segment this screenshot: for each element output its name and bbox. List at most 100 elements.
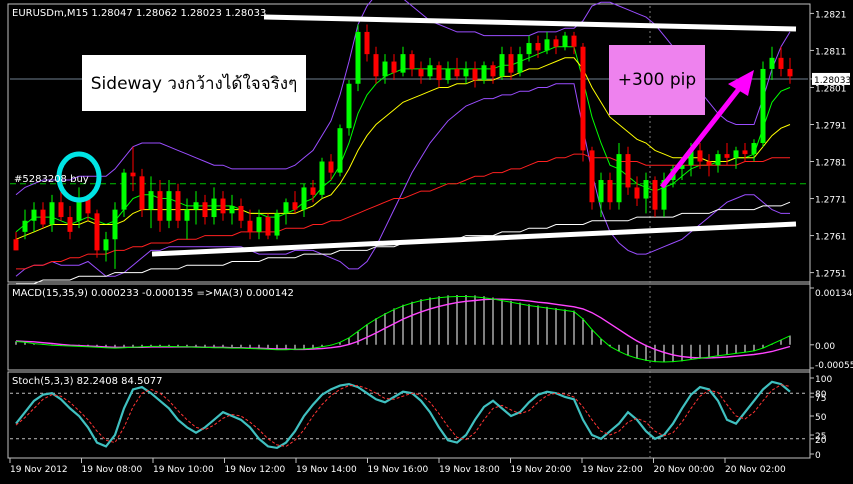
time-tick-label: 19 Nov 20:00 [511, 465, 572, 475]
moving-average-2 [16, 153, 790, 270]
candle-body [472, 68, 478, 81]
time-tick-label: 19 Nov 16:00 [368, 465, 429, 475]
candle-body [202, 202, 208, 218]
pip-gain-annotation-text: +300 pip [617, 70, 697, 90]
candle-body [553, 39, 559, 47]
candle-body [121, 172, 127, 210]
candle-body [292, 202, 298, 210]
candle-body [427, 65, 433, 77]
stoch-tick-label: 25 [815, 432, 826, 442]
candle-body [310, 187, 316, 195]
candle-body [733, 150, 739, 158]
candle-body [211, 198, 217, 218]
candle-body [31, 209, 37, 221]
candle-body [607, 180, 613, 203]
stoch-signal-line [15, 384, 791, 447]
bollinger-lower [15, 83, 790, 277]
candle-body [148, 191, 154, 210]
candle-body [508, 54, 514, 73]
stoch-tick-label: 0 [815, 451, 821, 461]
candle-body [400, 54, 406, 73]
current-price-label: 1.28033 [814, 76, 851, 86]
time-axis: 19 Nov 2012 19 Nov 08:00 19 Nov 10:00 19 No… [9, 458, 786, 475]
stoch-tick-label: 50 [815, 413, 827, 423]
candle-body [13, 239, 19, 251]
candle-body [103, 239, 109, 251]
candle-body [445, 68, 451, 81]
sideway-annotation-box: Sideway วงกว้างได้ใจจริงๆ [82, 55, 306, 111]
candle-body [724, 154, 730, 158]
candle-body [391, 61, 397, 73]
time-tick-label: 20 Nov 00:00 [654, 465, 715, 475]
candle-body [571, 35, 577, 47]
stoch-tick-label: 80 [815, 390, 827, 400]
candle-body [580, 46, 586, 151]
candle-body [157, 191, 163, 221]
time-tick-label: 19 Nov 12:00 [225, 465, 286, 475]
candle-body [283, 202, 289, 214]
candle-body [778, 57, 784, 69]
candle-body [625, 154, 631, 188]
resistance-trendline [263, 14, 797, 32]
candle-body [220, 198, 226, 214]
candle-body [481, 65, 487, 81]
candle-body [562, 35, 568, 47]
macd-pane-title: MACD(15,35,9) 0.000233 -0.000135 =>MA(3)… [12, 288, 294, 299]
stoch-tick-label: 100 [815, 375, 832, 385]
upward-arrow-shaft [660, 83, 744, 189]
candle-body [76, 198, 82, 221]
candle-body [130, 172, 136, 177]
candle-body [85, 198, 91, 214]
candle-body [409, 54, 415, 69]
candle-body [517, 54, 523, 73]
time-tick-label: 19 Nov 14:00 [296, 465, 357, 475]
arrow-head-icon [728, 70, 754, 96]
candle-body [769, 57, 775, 69]
candle-body [751, 143, 757, 155]
candle-body [526, 43, 532, 55]
price-tick-label: 1.2771 [815, 196, 847, 206]
candle-body [661, 180, 667, 210]
candle-body [616, 154, 622, 203]
candle-body [67, 217, 73, 232]
candle-body [112, 209, 118, 240]
time-tick-label: 19 Nov 18:00 [439, 465, 500, 475]
candle-body [706, 161, 712, 166]
candle-body [49, 202, 55, 225]
price-tick-label: 1.2781 [815, 159, 847, 169]
candle-body [715, 154, 721, 166]
price-pane-title: EURUSDm,M15 1.28047 1.28062 1.28023 1.28… [12, 8, 266, 19]
price-tick-label: 1.2801 [815, 84, 847, 94]
macd-main-line [15, 296, 791, 363]
candle-body [139, 176, 145, 210]
candle-body [679, 165, 685, 169]
candle-body [175, 191, 181, 221]
candle-body [598, 180, 604, 203]
candle-body [40, 209, 46, 225]
stoch-pane-title: Stoch(5,3,3) 82.2408 84.5077 [12, 376, 163, 387]
pip-gain-annotation-box: +300 pip [609, 45, 705, 115]
price-tick-label: 1.2751 [815, 270, 847, 280]
candle-body [697, 150, 703, 162]
candle-body [319, 161, 325, 195]
price-tick-label: 1.2821 [815, 10, 847, 20]
candle-body [346, 83, 352, 129]
bollinger-upper [15, 0, 791, 196]
candle-body [652, 180, 658, 210]
order-label: #5283208 buy [14, 174, 89, 185]
candle-body [634, 187, 640, 199]
candle-body [301, 187, 307, 210]
macd-tick-label: 0.00 [815, 342, 835, 352]
macd-tick-label: 0.001346 [815, 289, 853, 299]
candle-body [499, 54, 505, 77]
candle-body [436, 65, 442, 81]
candle-body [58, 202, 64, 218]
time-tick-label: 20 Nov 02:00 [725, 465, 786, 475]
candle-body [373, 54, 379, 77]
candle-body [454, 68, 460, 77]
stoch-tick-label: 75 [815, 394, 826, 404]
candle-body [265, 217, 271, 236]
time-tick-label: 19 Nov 08:00 [82, 465, 143, 475]
candle-body [535, 43, 541, 51]
